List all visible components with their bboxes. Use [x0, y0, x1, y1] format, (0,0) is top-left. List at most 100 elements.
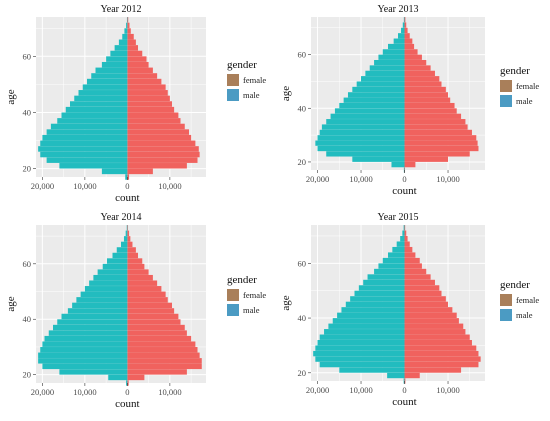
bar-female-age-21 — [127, 369, 187, 375]
bar-male-age-25 — [315, 356, 405, 362]
bar-female-age-41 — [404, 312, 457, 318]
bar-male-age-67 — [121, 241, 128, 248]
bar-female-age-49 — [127, 84, 166, 90]
bar-female-age-69 — [404, 27, 408, 34]
bar-male-age-19 — [108, 374, 128, 381]
legend-swatch-male — [500, 95, 512, 107]
bar-female-age-61 — [127, 50, 143, 57]
bar-female-age-27 — [404, 140, 478, 146]
bar-female-age-59 — [404, 263, 422, 269]
bar-female-age-63 — [404, 43, 415, 50]
legend-title: gender — [500, 279, 530, 291]
series-female — [404, 225, 481, 384]
bar-male-age-69 — [400, 236, 405, 242]
bar-male-age-53 — [363, 279, 405, 286]
legend-title: gender — [227, 59, 257, 71]
bar-female-age-33 — [127, 335, 192, 342]
bar-female-age-25 — [404, 145, 479, 152]
x-tick-label: 20,000 — [31, 181, 54, 191]
x-tick-label: 10,000 — [158, 387, 181, 397]
bar-female-age-45 — [404, 301, 449, 308]
bar-male-age-41 — [65, 106, 128, 113]
x-axis-title: count — [115, 398, 139, 410]
bar-female-age-73 — [404, 17, 406, 23]
bar-female-age-59 — [127, 263, 145, 270]
bar-male-age-53 — [89, 280, 128, 286]
bar-male-age-25 — [38, 358, 128, 364]
bar-male-age-71 — [402, 230, 405, 236]
legend-label-male: male — [243, 305, 260, 315]
bar-female-age-41 — [127, 106, 175, 113]
y-tick-label: 20 — [23, 164, 32, 174]
y-tick-label: 40 — [23, 107, 32, 117]
bar-female-age-59 — [127, 56, 147, 62]
bar-female-age-33 — [404, 334, 470, 340]
bar-male-age-29 — [317, 135, 405, 141]
bar-female-age-47 — [404, 86, 446, 93]
bar-male-age-19 — [391, 162, 405, 168]
bar-male-age-73 — [403, 225, 405, 231]
series-male — [313, 225, 405, 384]
bar-female-age-23 — [127, 363, 202, 370]
bar-male-age-55 — [95, 67, 128, 74]
bar-female-age-27 — [127, 146, 199, 152]
bar-male-age-55 — [93, 274, 128, 281]
bar-female-age-61 — [404, 49, 418, 55]
legend-label-male: male — [243, 90, 260, 100]
bar-male-age-55 — [367, 274, 405, 280]
legend-label-female: female — [516, 81, 539, 91]
bar-male-age-27 — [313, 350, 405, 357]
bar-female-age-35 — [404, 329, 466, 335]
legend-label-female: female — [243, 75, 266, 85]
bar-female-age-31 — [404, 340, 472, 346]
series-female — [127, 17, 200, 180]
bar-female-age-29 — [127, 347, 198, 353]
bar-male-age-35 — [50, 123, 128, 130]
bar-female-age-63 — [127, 252, 139, 259]
bar-female-age-55 — [127, 67, 153, 74]
bar-female-age-39 — [127, 319, 181, 325]
bar-female-age-17 — [127, 380, 129, 386]
bar-male-age-21 — [59, 369, 128, 375]
bar-male-age-63 — [388, 43, 405, 50]
chart-panel-2: Year 2014 20 40 60 20,000 10,000 0 10,000 count a… — [5, 212, 266, 410]
bar-male-age-31 — [42, 341, 128, 347]
bar-male-age-37 — [328, 323, 405, 329]
bar-male-age-35 — [324, 329, 405, 335]
panel-title: Year 2012 — [101, 4, 142, 15]
bar-male-age-33 — [319, 334, 405, 340]
bar-male-age-21 — [59, 163, 128, 169]
bar-female-age-39 — [127, 112, 179, 118]
bar-male-age-39 — [61, 112, 128, 118]
bar-female-age-45 — [404, 92, 449, 98]
bar-female-age-69 — [127, 236, 131, 242]
bar-female-age-65 — [404, 246, 413, 253]
bar-male-age-51 — [87, 78, 128, 85]
y-axis-title: age — [280, 86, 292, 101]
bar-male-age-59 — [102, 263, 128, 270]
x-tick-label: 0 — [402, 174, 406, 184]
bar-female-age-43 — [127, 101, 173, 107]
y-tick-label: 60 — [23, 51, 32, 61]
x-tick-label: 0 — [125, 181, 129, 191]
bar-female-age-35 — [127, 123, 185, 130]
bar-male-age-49 — [354, 290, 405, 297]
bar-female-age-29 — [404, 345, 477, 351]
bar-female-age-17 — [127, 174, 130, 180]
bar-male-age-69 — [401, 27, 405, 34]
bar-female-age-61 — [404, 257, 420, 264]
bar-male-age-19 — [101, 168, 128, 175]
bar-female-age-39 — [404, 108, 457, 114]
bar-female-age-57 — [404, 60, 427, 66]
x-tick-label: 10,000 — [73, 387, 96, 397]
bar-male-age-49 — [82, 84, 128, 90]
y-tick-label: 60 — [298, 50, 307, 60]
legend: gender female male — [500, 65, 539, 107]
bar-female-age-41 — [127, 313, 179, 320]
bar-male-age-63 — [388, 252, 405, 258]
y-tick-label: 40 — [298, 313, 307, 323]
bar-female-age-25 — [127, 151, 200, 158]
bar-female-age-37 — [127, 324, 185, 331]
bar-male-age-53 — [365, 70, 405, 76]
